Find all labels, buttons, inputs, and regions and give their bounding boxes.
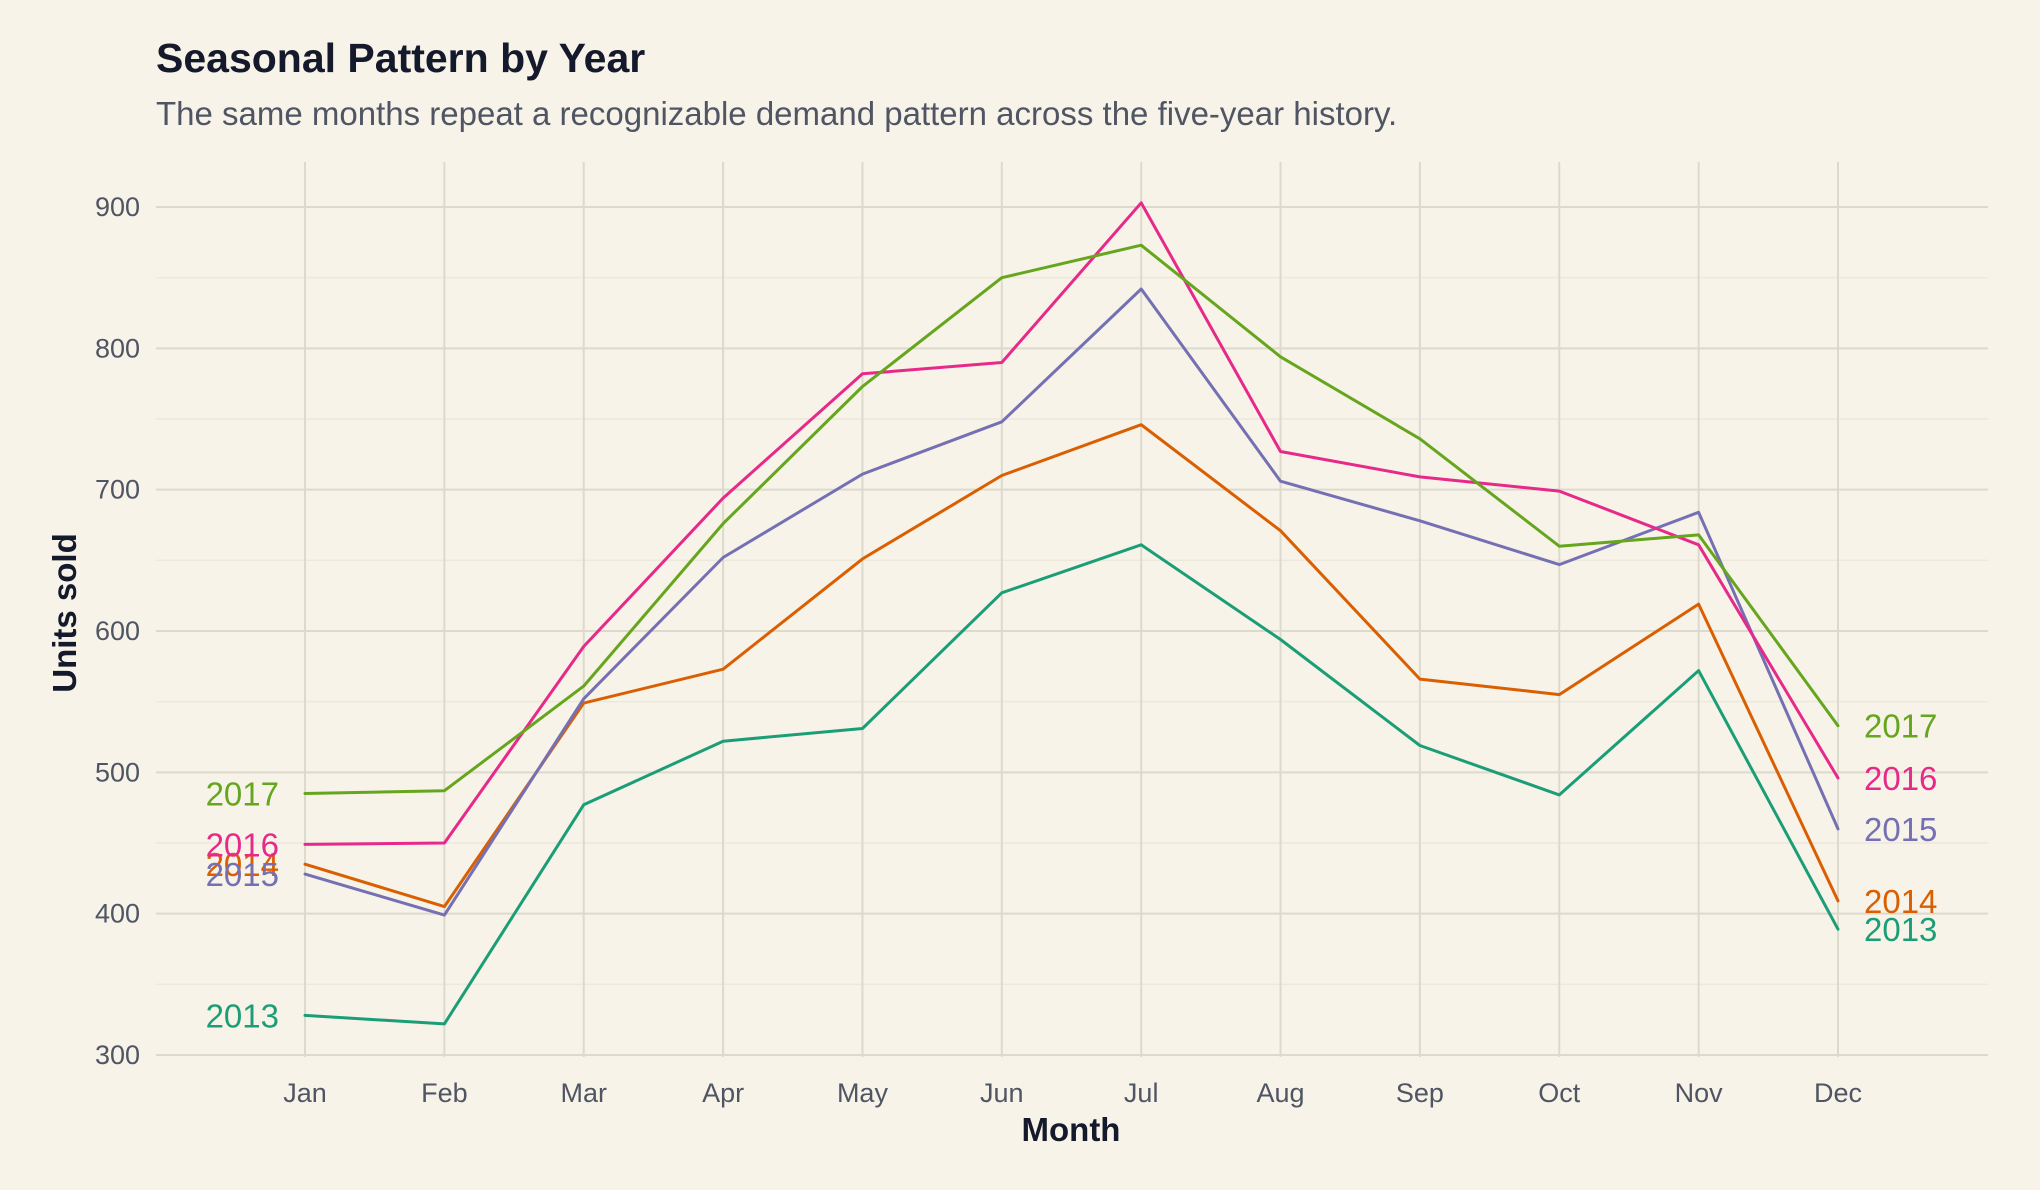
series-line-2017: [303, 243, 1840, 795]
series-label-end-2014: 2014: [1864, 883, 1937, 920]
x-tick-label: Jul: [1124, 1078, 1159, 1108]
y-tick-label: 500: [95, 757, 140, 787]
x-tick-label: Jun: [980, 1078, 1024, 1108]
x-tick-label: May: [837, 1078, 889, 1108]
x-tick-label: Aug: [1257, 1078, 1305, 1108]
x-tick-label: Sep: [1396, 1078, 1444, 1108]
x-tick-label: Nov: [1675, 1078, 1724, 1108]
y-tick-label: 700: [95, 475, 140, 505]
y-tick-label: 400: [95, 899, 140, 929]
series-label-end-2016: 2016: [1864, 760, 1937, 797]
series-label-start-2015: 2015: [206, 856, 279, 893]
x-tick-label: Mar: [560, 1078, 607, 1108]
series-label-end-2017: 2017: [1864, 708, 1937, 745]
series-line-2015: [303, 287, 1840, 917]
y-axis-title: Units sold: [46, 533, 83, 693]
series-label-end-2015: 2015: [1864, 811, 1937, 848]
series-label-start-2017: 2017: [206, 776, 279, 813]
x-tick-label: Jan: [283, 1078, 327, 1108]
grid: [156, 162, 1988, 1057]
x-tick-label: Feb: [421, 1078, 468, 1108]
chart-subtitle: The same months repeat a recognizable de…: [156, 95, 1397, 132]
y-tick-label: 600: [95, 616, 140, 646]
x-axis-ticks: Jan Feb Mar Apr May Jun Jul Aug Sep Oct Nov Dec: [283, 1078, 1862, 1108]
series-label-start-2014: 2014: [206, 846, 279, 883]
series-line-2014: [303, 423, 1840, 909]
x-tick-label: Oct: [1538, 1078, 1581, 1108]
chart-title: Seasonal Pattern by Year: [156, 35, 645, 81]
series-label-end-2013: 2013: [1864, 911, 1937, 948]
x-tick-label: Apr: [702, 1078, 744, 1108]
series-label-start-2016: 2016: [206, 826, 279, 863]
x-tick-label: Dec: [1814, 1078, 1862, 1108]
y-tick-label: 300: [95, 1040, 140, 1070]
y-axis-ticks: 300 400 500 600 700 800 900: [95, 192, 140, 1070]
x-axis-title: Month: [1022, 1111, 1121, 1148]
y-tick-label: 900: [95, 192, 140, 222]
y-tick-label: 800: [95, 333, 140, 363]
series-label-start-2013: 2013: [206, 997, 279, 1034]
series-line-2013: [303, 543, 1840, 1026]
series-line-2016: [303, 201, 1840, 846]
series-lines: [303, 201, 1840, 1026]
